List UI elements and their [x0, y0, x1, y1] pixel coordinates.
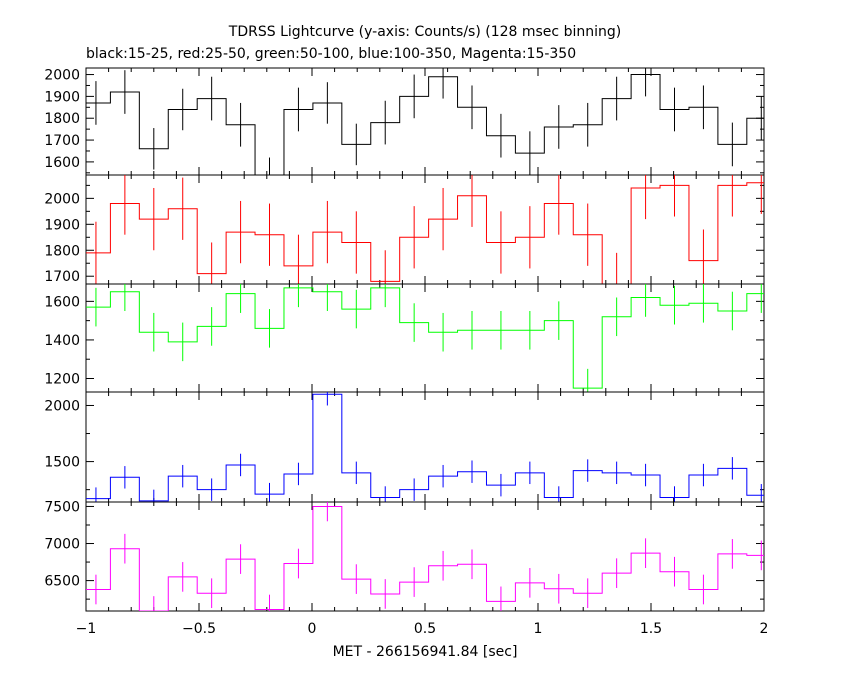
- y-tick-label: 7000: [44, 537, 80, 553]
- y-tick-label: 1600: [44, 155, 80, 171]
- x-tick-label: 1.5: [640, 621, 662, 637]
- y-tick-label: 1900: [44, 217, 80, 233]
- series-50-100: [86, 284, 764, 392]
- x-tick-label: 0.5: [414, 621, 436, 637]
- panel-15-350: 6500 7000 7500: [44, 499, 765, 612]
- series-line: [86, 287, 764, 389]
- y-tick-label: 7500: [44, 499, 80, 515]
- panel-15-25: 1600 1700 1800 1900 2000: [44, 67, 765, 176]
- series-line: [86, 393, 764, 502]
- panel-frame: [85, 283, 765, 393]
- y-tick-label: 1400: [44, 333, 80, 349]
- panel-frame: [85, 501, 765, 612]
- y-tick-label: 1800: [44, 243, 80, 259]
- x-tick-label: 0: [308, 621, 317, 637]
- x-tick-label: −0.5: [182, 621, 216, 637]
- series-100-350: [86, 392, 764, 502]
- panel-frame: [85, 391, 765, 503]
- chart-title: TDRSS Lightcurve (y-axis: Counts/s) (128…: [228, 24, 621, 40]
- panels-group: 1600 1700 1800 1900 2000 1700 1800 1900 2000 1200…: [44, 67, 765, 612]
- x-axis: −1 −0.5 0 0.5 1 1.5 2: [76, 621, 769, 637]
- chart-subtitle: black:15-25, red:25-50, green:50-100, bl…: [86, 46, 576, 62]
- x-axis-label: MET - 266156941.84 [sec]: [333, 644, 518, 660]
- panel-50-100: 1200 1400 1600: [44, 283, 765, 393]
- y-tick-label: 6500: [44, 574, 80, 590]
- series-line: [86, 182, 764, 284]
- y-tick-label: 1700: [44, 133, 80, 149]
- panel-frame: [85, 67, 765, 176]
- panel-25-50: 1700 1800 1900 2000: [44, 174, 765, 285]
- panel-100-350: 1500 2000: [44, 391, 765, 503]
- y-tick-label: 2000: [44, 191, 80, 207]
- x-tick-label: 2: [760, 621, 769, 637]
- y-tick-label: 1200: [44, 372, 80, 388]
- x-tick-label: −1: [76, 621, 97, 637]
- y-tick-label: 1800: [44, 111, 80, 127]
- y-tick-label: 1600: [44, 294, 80, 310]
- series-25-50: [86, 175, 764, 284]
- series-15-350: [86, 502, 764, 611]
- y-tick-label: 2000: [44, 68, 80, 84]
- x-tick-label: 1: [534, 621, 543, 637]
- y-tick-label: 1500: [44, 455, 80, 471]
- y-tick-label: 1900: [44, 89, 80, 105]
- panel-frame: [85, 174, 765, 285]
- series-line: [86, 505, 764, 611]
- series-15-25: [86, 68, 764, 175]
- y-tick-label: 1700: [44, 269, 80, 285]
- series-line: [86, 74, 764, 175]
- y-tick-label: 2000: [44, 398, 80, 414]
